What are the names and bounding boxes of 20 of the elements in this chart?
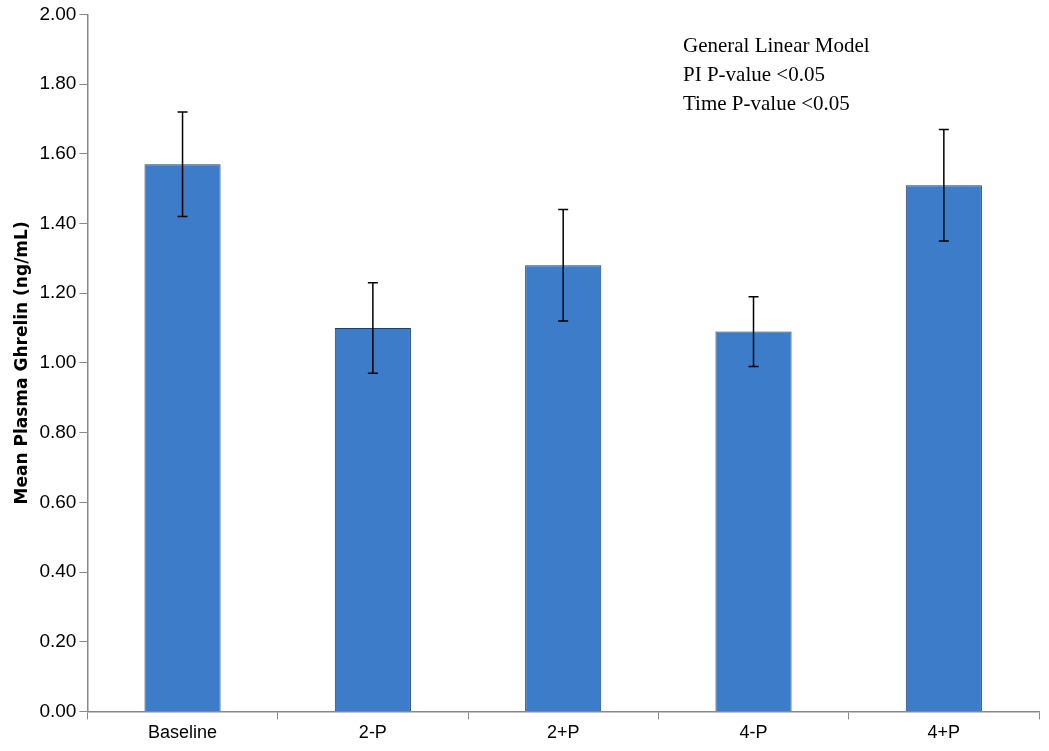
y-tick-label: 0.60 xyxy=(39,490,77,512)
y-tick-label: 1.60 xyxy=(39,142,77,164)
annotation: General Linear Model xyxy=(683,33,870,57)
y-tick-label: 0.80 xyxy=(39,420,77,442)
annotation: PI P-value <0.05 xyxy=(683,62,825,86)
y-tick-label: 1.00 xyxy=(39,351,77,373)
y-tick-label: 1.20 xyxy=(39,281,77,303)
x-tick-label: 4+P xyxy=(927,722,961,743)
annotation: Time P-value <0.05 xyxy=(683,91,850,115)
y-tick-label: 0.00 xyxy=(39,699,77,721)
y-axis-title: Mean Plasma Ghrelin (ng/mL) xyxy=(10,221,31,505)
x-tick-label: 2-P xyxy=(358,722,387,743)
x-tick-label: 4-P xyxy=(739,722,768,743)
y-tick-label: 2.00 xyxy=(39,2,77,24)
y-tick-label: 1.80 xyxy=(39,72,77,94)
y-tick-label: 1.40 xyxy=(39,211,77,233)
x-tick-label: 2+P xyxy=(546,722,580,743)
x-tick-label: Baseline xyxy=(148,722,218,743)
y-tick-label: 0.20 xyxy=(39,629,77,651)
y-tick-label: 0.40 xyxy=(39,560,77,582)
